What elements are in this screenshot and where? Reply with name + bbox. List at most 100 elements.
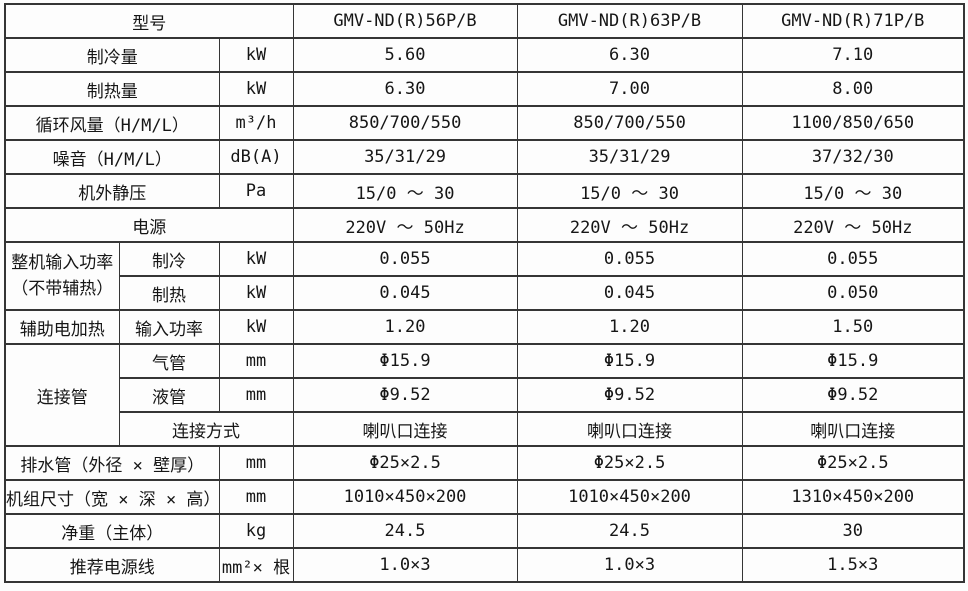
- unit-cell: kW: [218, 275, 294, 311]
- value-cell: Φ9.52: [741, 377, 965, 413]
- row-label-air-flow: 循环风量（H/M/L）: [4, 105, 220, 141]
- model-name-cell: GMV-ND(R)71P/B: [741, 3, 965, 39]
- row-label-connection-pipe: 连接管: [4, 343, 120, 447]
- row-label-power-supply: 电源: [4, 207, 294, 243]
- value-cell: 30: [741, 513, 965, 549]
- value-cell: 37/32/30: [741, 139, 965, 175]
- row-label-total-input-power: 整机输入功率 （不带辅热）: [4, 241, 120, 311]
- value-cell: 1.50: [741, 309, 965, 345]
- sub-label-cell: 液管: [118, 377, 220, 413]
- value-cell: 1100/850/650: [741, 105, 965, 141]
- row-drain-pipe: 排水管（外径 × 壁厚） mm Φ25×2.5 Φ25×2.5 Φ25×2.5: [4, 445, 965, 481]
- value-cell: 0.055: [292, 241, 518, 277]
- value-cell: Φ15.9: [516, 343, 743, 379]
- row-label-dimensions: 机组尺寸（宽 × 深 × 高）: [4, 479, 220, 515]
- value-cell: 220V ～ 50Hz: [516, 207, 743, 243]
- unit-cell: mm²× 根: [218, 547, 294, 583]
- value-cell: 1.20: [516, 309, 743, 345]
- value-cell: 1.0×3: [516, 547, 743, 583]
- value-cell: 0.055: [741, 241, 965, 277]
- row-static-pressure: 机外静压 Pa 15/0 ～ 30 15/0 ～ 30 15/0 ～ 30: [4, 173, 965, 209]
- unit-cell: Pa: [218, 173, 294, 209]
- value-cell: 1010×450×200: [292, 479, 518, 515]
- value-cell: 35/31/29: [292, 139, 518, 175]
- row-label-cooling-capacity: 制冷量: [4, 37, 220, 73]
- row-noise: 噪音（H/M/L） dB(A) 35/31/29 35/31/29 37/32/…: [4, 139, 965, 175]
- unit-cell: m³/h: [218, 105, 294, 141]
- value-cell: 35/31/29: [516, 139, 743, 175]
- value-cell: 8.00: [741, 71, 965, 107]
- value-cell: 0.055: [516, 241, 743, 277]
- value-cell: Φ25×2.5: [292, 445, 518, 481]
- unit-cell: mm: [218, 343, 294, 379]
- row-label-static-pressure: 机外静压: [4, 173, 220, 209]
- unit-cell: mm: [218, 377, 294, 413]
- model-name-cell: GMV-ND(R)63P/B: [516, 3, 743, 39]
- sub-label-cell: 制热: [118, 275, 220, 311]
- value-cell: 850/700/550: [516, 105, 743, 141]
- value-cell: 220V ～ 50Hz: [292, 207, 518, 243]
- row-total-input-power-cooling: 整机输入功率 （不带辅热） 制冷 kW 0.055 0.055 0.055: [4, 241, 965, 311]
- value-cell: 喇叭口连接: [741, 411, 965, 447]
- value-cell: Φ25×2.5: [516, 445, 743, 481]
- value-cell: 1010×450×200: [516, 479, 743, 515]
- row-cooling-capacity: 制冷量 kW 5.60 6.30 7.10: [4, 37, 965, 73]
- value-cell: 15/0 ～ 30: [741, 173, 965, 209]
- value-cell: 5.60: [292, 37, 518, 73]
- value-cell: 24.5: [292, 513, 518, 549]
- unit-cell: kW: [218, 241, 294, 277]
- sub-label-connection-method: 连接方式: [118, 411, 294, 447]
- row-label-noise: 噪音（H/M/L）: [4, 139, 220, 175]
- value-cell: 7.00: [516, 71, 743, 107]
- value-cell: 850/700/550: [292, 105, 518, 141]
- value-cell: 0.050: [741, 275, 965, 311]
- value-cell: Φ9.52: [292, 377, 518, 413]
- row-air-flow: 循环风量（H/M/L） m³/h 850/700/550 850/700/550…: [4, 105, 965, 141]
- value-cell: 0.045: [516, 275, 743, 311]
- row-connection-pipe-liquid: 液管 mm Φ9.52 Φ9.52 Φ9.52: [5, 377, 965, 413]
- row-connection-method: 连接方式 喇叭口连接 喇叭口连接 喇叭口连接: [5, 411, 965, 447]
- unit-cell: mm: [218, 445, 294, 481]
- row-model: 型号 GMV-ND(R)56P/B GMV-ND(R)63P/B GMV-ND(…: [4, 3, 965, 39]
- value-cell: 24.5: [516, 513, 743, 549]
- value-cell: 7.10: [741, 37, 965, 73]
- row-connection-pipe-gas: 连接管 气管 mm Φ15.9 Φ15.9 Φ15.9: [4, 343, 965, 447]
- row-label-net-weight: 净重（主体）: [4, 513, 220, 549]
- row-total-input-power-heating: 制热 kW 0.045 0.045 0.050: [5, 275, 965, 311]
- unit-cell: kg: [218, 513, 294, 549]
- unit-cell: kW: [218, 37, 294, 73]
- value-cell: 1310×450×200: [741, 479, 965, 515]
- row-label-drain-pipe: 排水管（外径 × 壁厚）: [4, 445, 220, 481]
- value-cell: Φ15.9: [741, 343, 965, 379]
- value-cell: 1.0×3: [292, 547, 518, 583]
- unit-cell: mm: [218, 479, 294, 515]
- row-label-line2: （不带辅热）: [11, 279, 114, 299]
- sub-label-cell: 制冷: [118, 241, 220, 277]
- value-cell: Φ25×2.5: [741, 445, 965, 481]
- row-label-aux-electric-heater: 辅助电加热: [4, 309, 120, 345]
- value-cell: 6.30: [516, 37, 743, 73]
- unit-cell: dB(A): [218, 139, 294, 175]
- row-power-supply: 电源 220V ～ 50Hz 220V ～ 50Hz 220V ～ 50Hz: [4, 207, 965, 243]
- row-dimensions: 机组尺寸（宽 × 深 × 高） mm 1010×450×200 1010×450…: [4, 479, 965, 515]
- value-cell: 1.20: [292, 309, 518, 345]
- row-label-power-cord: 推荐电源线: [4, 547, 220, 583]
- value-cell: 15/0 ～ 30: [292, 173, 518, 209]
- spec-table: 型号 GMV-ND(R)56P/B GMV-ND(R)63P/B GMV-ND(…: [4, 3, 966, 583]
- row-label-heating-capacity: 制热量: [4, 71, 220, 107]
- value-cell: 15/0 ～ 30: [516, 173, 743, 209]
- unit-cell: kW: [218, 71, 294, 107]
- value-cell: 0.045: [292, 275, 518, 311]
- row-heating-capacity: 制热量 kW 6.30 7.00 8.00: [4, 71, 965, 107]
- value-cell: 喇叭口连接: [516, 411, 743, 447]
- unit-cell: kW: [218, 309, 294, 345]
- row-net-weight: 净重（主体） kg 24.5 24.5 30: [4, 513, 965, 549]
- row-power-cord: 推荐电源线 mm²× 根 1.0×3 1.0×3 1.5×3: [4, 547, 965, 583]
- value-cell: 1.5×3: [741, 547, 965, 583]
- value-cell: Φ9.52: [516, 377, 743, 413]
- value-cell: 6.30: [292, 71, 518, 107]
- row-label-line1: 整机输入功率: [11, 252, 114, 273]
- row-aux-electric-heater: 辅助电加热 输入功率 kW 1.20 1.20 1.50: [4, 309, 965, 345]
- model-name-cell: GMV-ND(R)56P/B: [292, 3, 518, 39]
- sub-label-cell: 气管: [118, 343, 220, 379]
